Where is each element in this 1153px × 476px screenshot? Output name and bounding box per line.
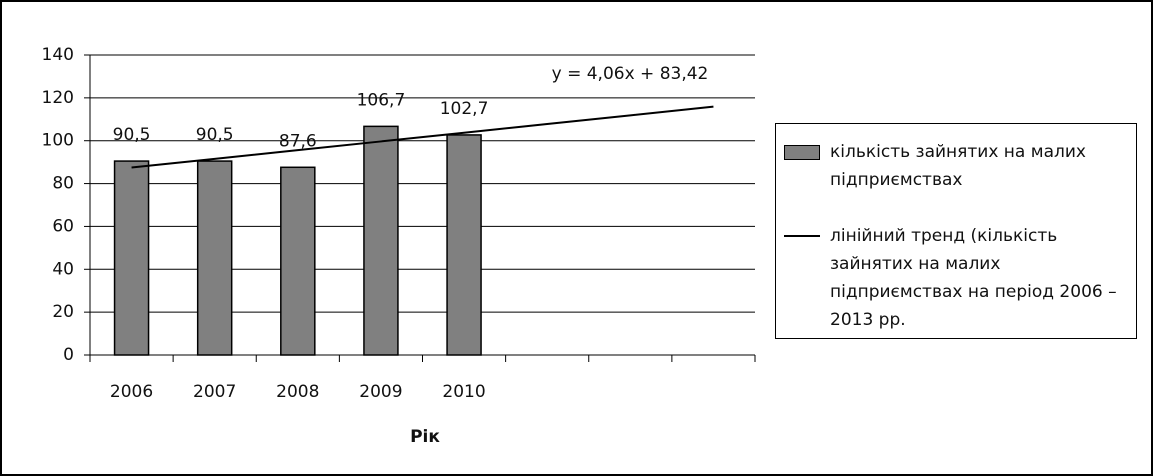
- legend-item: кількість зайнятих на малих підприємства…: [782, 138, 1132, 194]
- x-tick-label: 2009: [359, 382, 402, 402]
- trend-line: [131, 105, 714, 169]
- legend: кількість зайнятих на малих підприємства…: [775, 123, 1137, 339]
- bar: [280, 166, 316, 356]
- legend-label: лінійний тренд (кількість зайнятих на ма…: [830, 226, 1117, 330]
- x-tick-label: 2006: [110, 382, 153, 402]
- value-label: 106,7: [357, 90, 406, 110]
- legend-swatch: [782, 138, 822, 166]
- x-axis-title: Рік: [410, 427, 440, 447]
- legend-item: лінійний тренд (кількість зайнятих на ма…: [782, 222, 1132, 334]
- bar: [446, 134, 482, 356]
- y-tick-label: 100: [42, 131, 74, 151]
- y-tick-label: 40: [52, 259, 74, 279]
- x-tick-label: 2008: [276, 382, 319, 402]
- annotation: y = 4,06x + 83,42: [552, 64, 709, 84]
- y-tick-label: 20: [52, 302, 74, 322]
- value-label: 87,6: [279, 131, 317, 151]
- value-label: 102,7: [440, 99, 489, 119]
- y-tick-label: 60: [52, 216, 74, 236]
- bar: [363, 125, 399, 356]
- x-tick-label: 2007: [193, 382, 236, 402]
- x-tick-label: 2010: [442, 382, 485, 402]
- bar: [113, 160, 150, 356]
- value-label: 90,5: [113, 125, 151, 145]
- legend-label: кількість зайнятих на малих підприємства…: [830, 142, 1086, 190]
- y-tick-label: 80: [52, 174, 74, 194]
- y-tick-label: 120: [42, 88, 74, 108]
- y-tick-label: 0: [63, 345, 74, 365]
- bar: [196, 160, 233, 356]
- y-tick-label: 140: [42, 45, 74, 65]
- legend-swatch: [782, 222, 822, 250]
- value-label: 90,5: [196, 125, 234, 145]
